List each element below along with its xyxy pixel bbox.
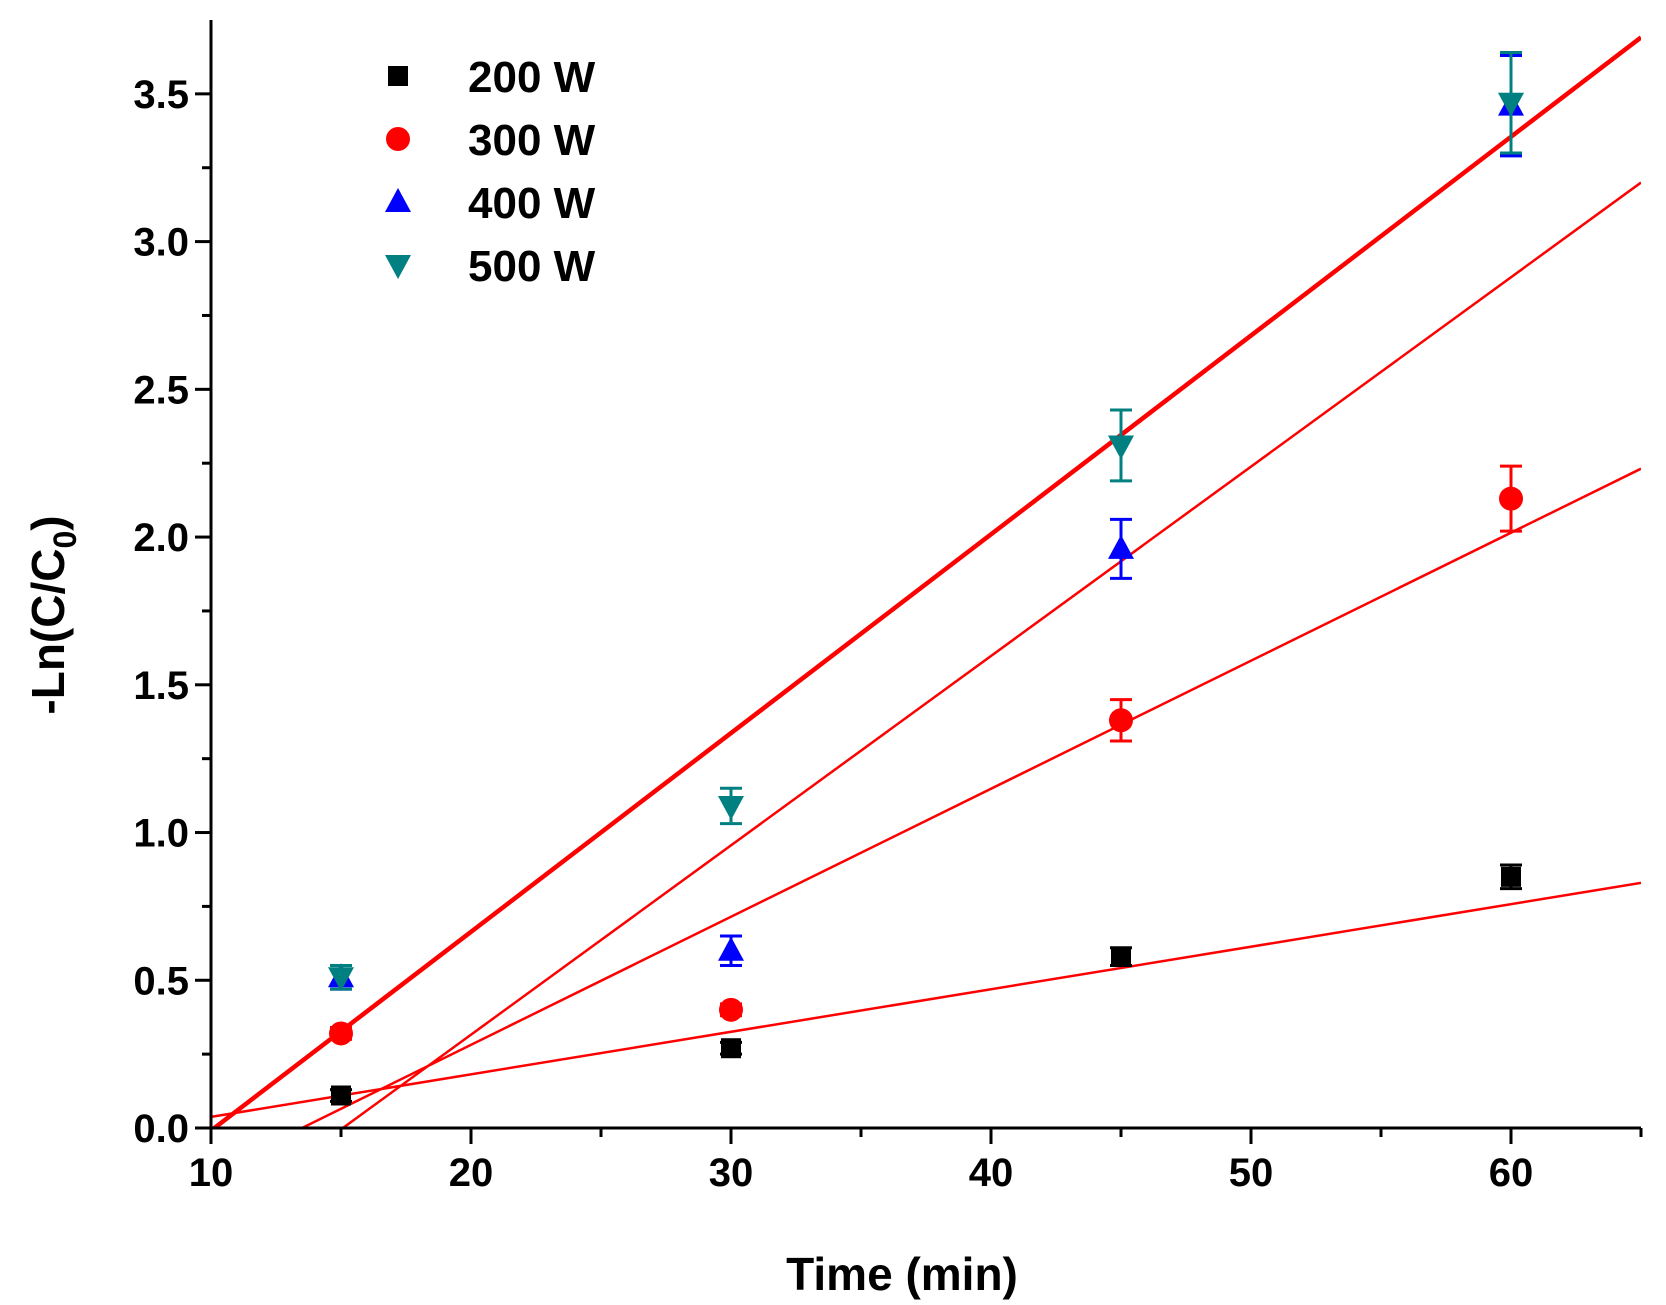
axes: 10 20 30 40 50 60 0.0 0.5 1.0 1.5 2.0 2.5 3.0 3.5 — [133, 20, 1643, 1195]
data-point-400w — [1108, 534, 1134, 559]
y-tick-label: 0.0 — [133, 1107, 189, 1151]
fit-line-400w — [340, 181, 1641, 1128]
y-axis-title: -Ln(C/C0) — [22, 515, 83, 714]
legend-label-300w: 300 W — [468, 116, 596, 165]
y-tick-label: 2.0 — [133, 516, 189, 560]
fit-line-300w — [299, 467, 1641, 1128]
legend-marker-200w — [388, 66, 408, 86]
data-point-500w — [328, 967, 354, 992]
data-point-400w — [718, 936, 744, 961]
x-tick-label: 30 — [709, 1151, 754, 1195]
legend-marker-400w — [385, 188, 411, 212]
data-point-200w — [331, 1085, 351, 1106]
y-tick-label: 3.5 — [133, 73, 189, 117]
data-point-500w — [1108, 435, 1134, 460]
x-tick-label: 60 — [1489, 1151, 1534, 1195]
y-axis-title-main: -Ln(C/C — [22, 549, 74, 715]
data-point-500w — [1498, 92, 1524, 117]
fit-line-200w — [211, 881, 1641, 1119]
x-tick-label: 50 — [1229, 1151, 1274, 1195]
y-axis-title-subscript: 0 — [47, 531, 83, 549]
x-tick-label: 10 — [189, 1151, 234, 1195]
legend-label-200w: 200 W — [468, 53, 596, 102]
fit-line-500w — [211, 35, 1641, 1128]
y-tick-label: 0.5 — [133, 959, 189, 1003]
y-tick-label: 1.5 — [133, 664, 189, 708]
data-points — [328, 51, 1524, 1106]
legend-label-400w: 400 W — [468, 179, 596, 228]
x-axis-title: Time (min) — [786, 1248, 1018, 1300]
data-point-500w — [718, 795, 744, 820]
fit-lines — [211, 35, 1641, 1128]
data-point-300w — [329, 1021, 353, 1046]
data-point-300w — [1109, 708, 1133, 733]
legend-marker-300w — [386, 127, 410, 151]
x-tick-label: 40 — [969, 1151, 1014, 1195]
legend: 200 W 300 W 400 W 500 W — [385, 53, 596, 291]
data-point-300w — [719, 997, 743, 1022]
x-tick-label: 20 — [449, 1151, 494, 1195]
legend-marker-500w — [385, 255, 411, 279]
data-point-300w — [1499, 486, 1523, 511]
y-tick-label: 2.5 — [133, 368, 189, 412]
y-tick-label: 3.0 — [133, 221, 189, 265]
y-axis-title-close: ) — [22, 515, 74, 530]
y-tick-label: 1.0 — [133, 812, 189, 856]
data-point-200w — [721, 1038, 741, 1059]
legend-label-500w: 500 W — [468, 242, 596, 291]
data-point-200w — [1501, 866, 1521, 887]
data-point-200w — [1111, 946, 1131, 967]
